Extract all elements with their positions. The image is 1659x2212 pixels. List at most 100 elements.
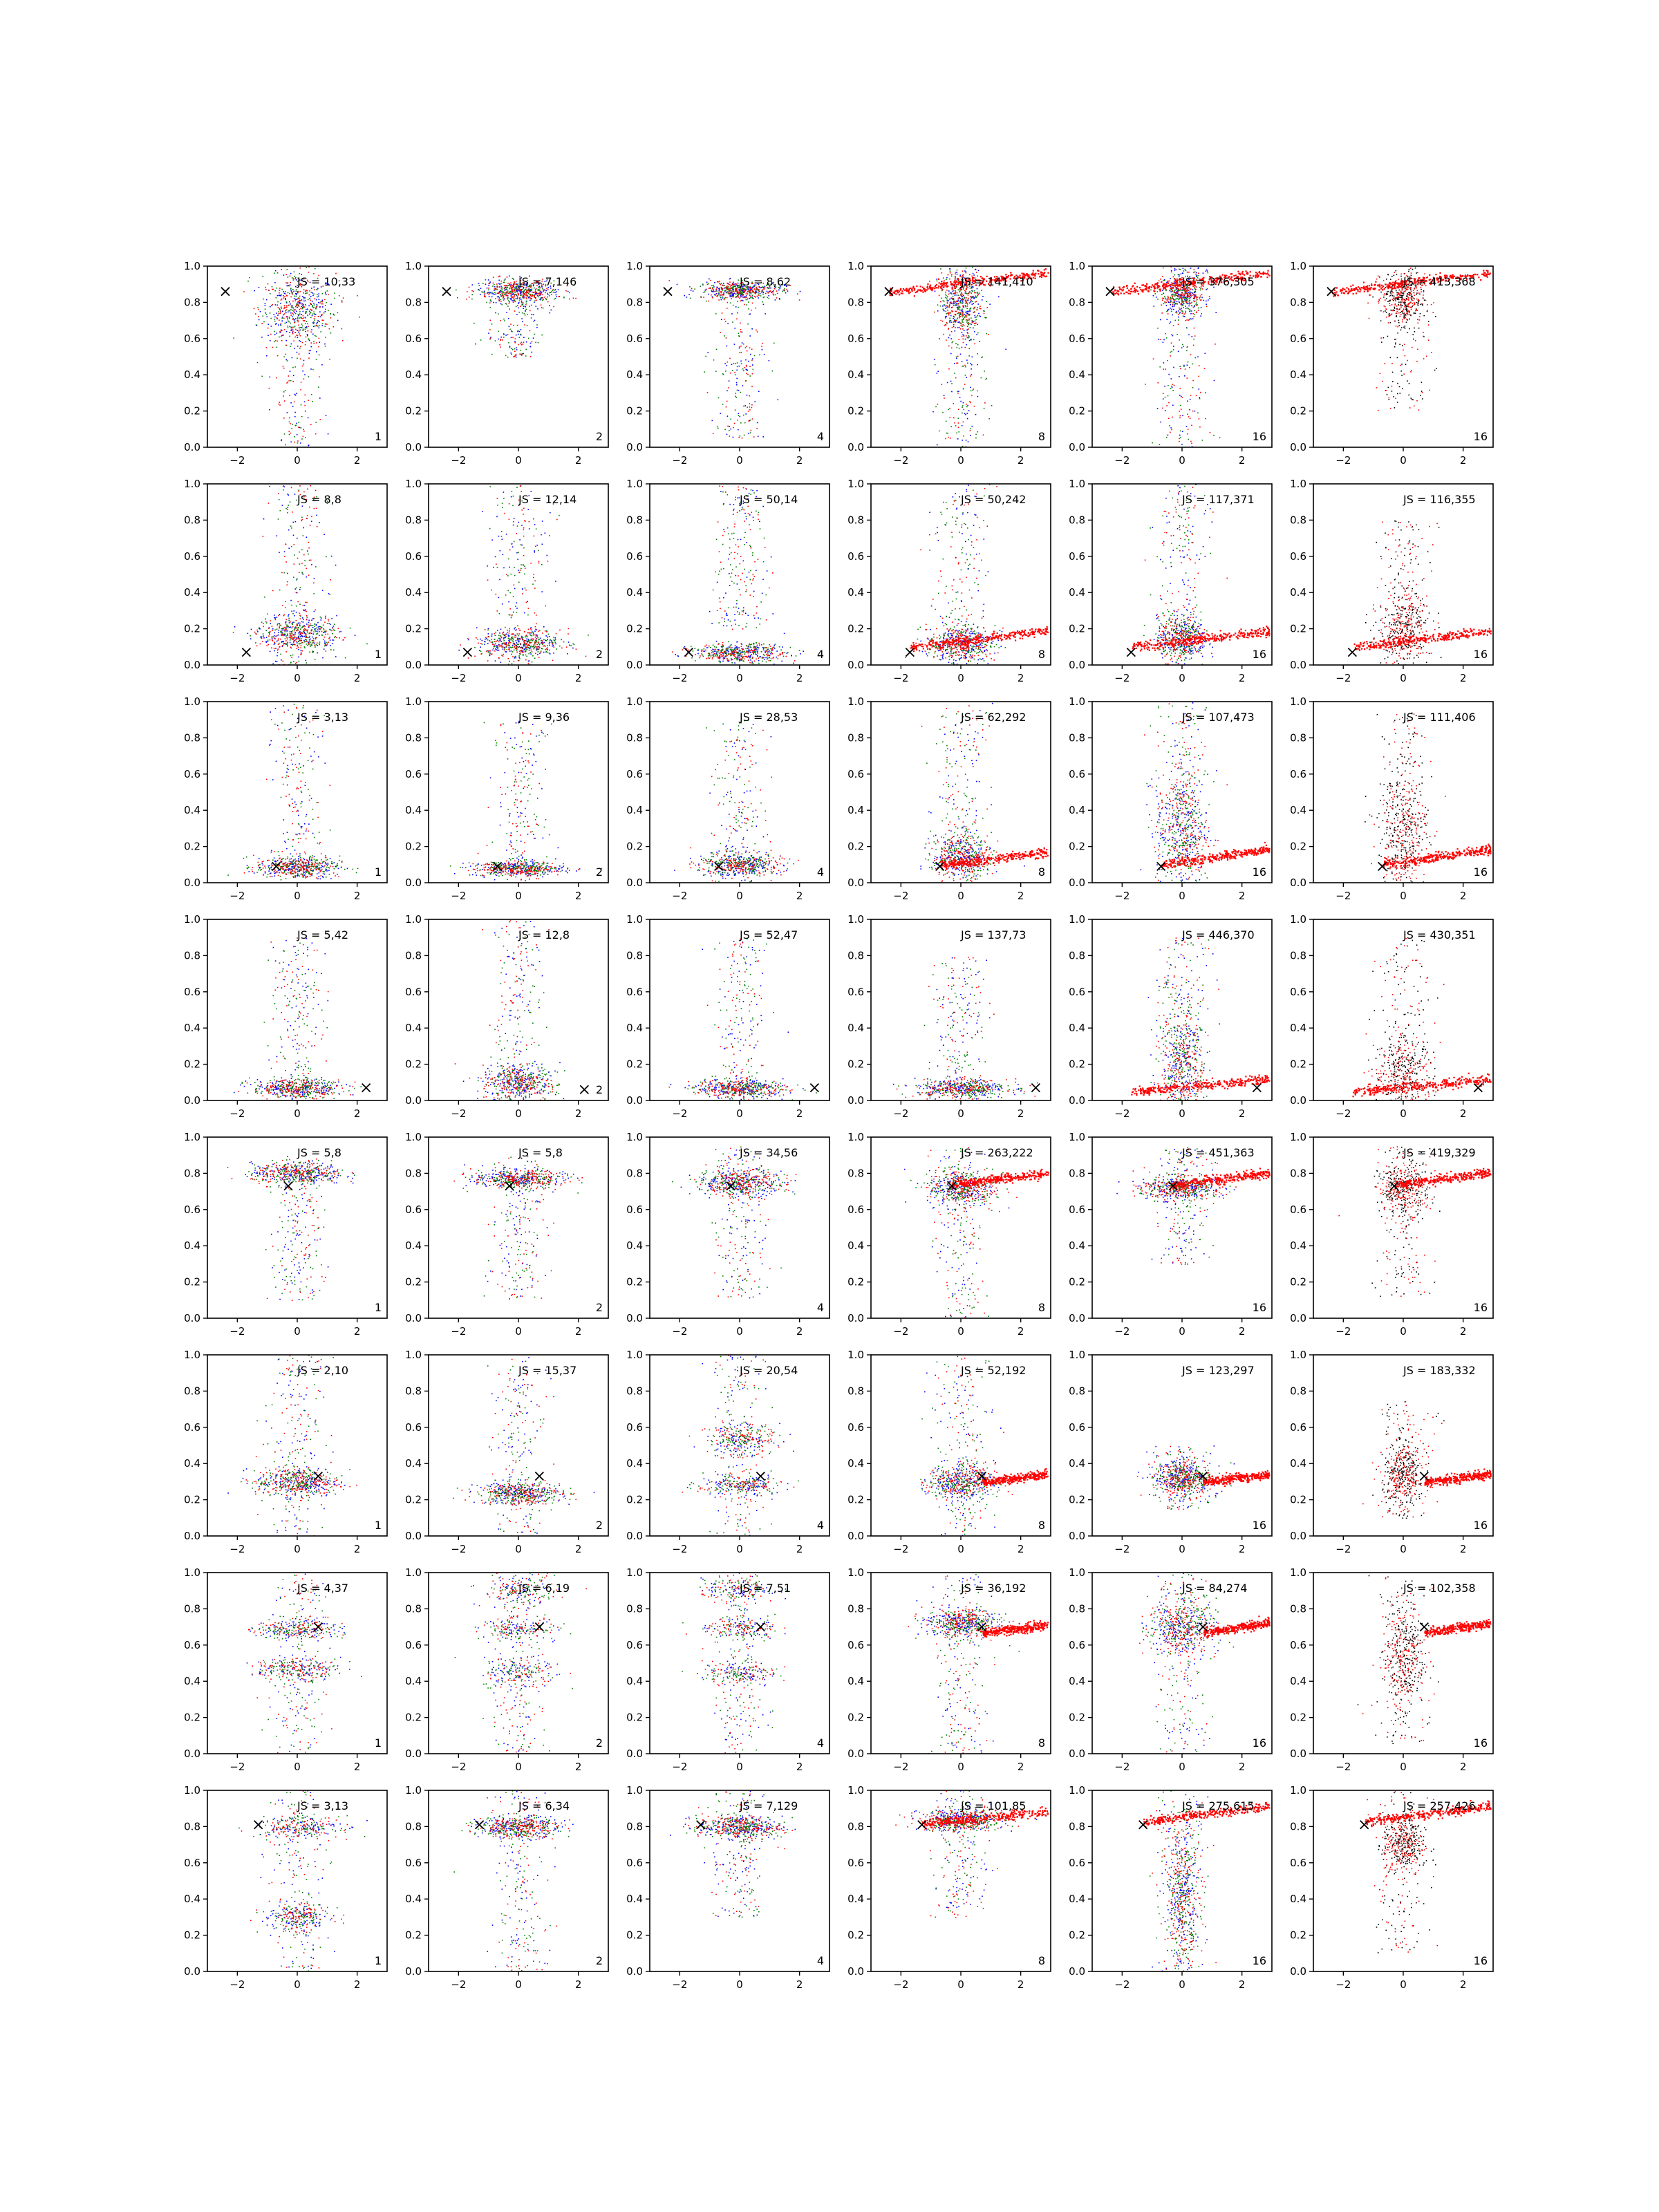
scatter-point — [304, 394, 306, 396]
scatter-point — [734, 285, 736, 286]
scatter-point — [1213, 286, 1215, 288]
scatter-point — [785, 292, 787, 294]
scatter-point — [922, 291, 924, 293]
scatter-point — [1190, 291, 1191, 293]
scatter-point — [1189, 309, 1191, 310]
scatter-point — [301, 308, 303, 310]
scatter-point — [970, 299, 972, 301]
scatter-point — [971, 321, 973, 323]
scatter-point — [751, 328, 753, 330]
scatter-point — [971, 297, 973, 298]
scatter-point — [994, 276, 996, 278]
scatter-point — [953, 403, 955, 404]
scatter-point — [960, 292, 962, 294]
scatter-point — [953, 303, 955, 305]
scatter-point — [281, 340, 283, 341]
scatter-point — [541, 285, 543, 288]
scatter-point — [961, 424, 963, 427]
scatter-point — [965, 306, 966, 308]
scatter-point — [547, 289, 549, 290]
scatter-point — [1000, 279, 1002, 281]
scatter-point — [1172, 384, 1174, 385]
scatter-point — [486, 287, 488, 289]
scatter-point — [744, 405, 746, 406]
scatter-point — [285, 321, 288, 324]
y-tick-label: 0.2 — [405, 405, 422, 418]
scatter-point — [1420, 286, 1422, 288]
scatter-point — [1396, 292, 1398, 294]
scatter-point — [1194, 291, 1195, 292]
scatter-point — [938, 282, 940, 284]
scatter-point — [280, 294, 282, 297]
scatter-point — [1167, 313, 1169, 315]
scatter-point — [531, 290, 532, 291]
scatter-point — [312, 400, 313, 402]
scatter-point — [299, 311, 301, 312]
scatter-point — [676, 283, 678, 285]
scatter-point — [954, 283, 956, 285]
scatter-point — [1398, 305, 1400, 306]
scatter-point — [1452, 275, 1454, 277]
scatter-point — [296, 305, 297, 306]
scatter-point — [1194, 306, 1195, 308]
scatter-point — [525, 306, 526, 308]
scatter-point — [283, 291, 284, 292]
scatter-point — [937, 287, 939, 289]
scatter-point — [1174, 290, 1175, 292]
scatter-point — [1399, 393, 1401, 394]
scatter-point — [1410, 289, 1412, 290]
scatter-point — [1347, 288, 1349, 290]
scatter-point — [715, 289, 717, 290]
scatter-point — [534, 301, 535, 303]
scatter-point — [488, 288, 489, 289]
scatter-point — [503, 281, 505, 283]
scatter-point — [542, 297, 544, 299]
scatter-point — [735, 393, 737, 394]
scatter-point — [1149, 285, 1151, 288]
scatter-point — [936, 279, 937, 280]
scatter-point — [733, 285, 735, 287]
scatter-point — [916, 285, 918, 288]
x-tick-label: 2 — [575, 454, 582, 467]
scatter-point — [740, 285, 741, 288]
scatter-point — [1402, 284, 1404, 286]
scatter-point — [1171, 293, 1173, 295]
scatter-point — [509, 293, 511, 294]
scatter-point — [525, 287, 527, 289]
scatter-point — [1177, 274, 1179, 276]
scatter-point — [960, 322, 962, 324]
scatter-point — [1237, 277, 1239, 280]
scatter-point — [287, 285, 289, 287]
scatter-point — [973, 274, 975, 276]
scatter-point — [1165, 337, 1168, 339]
scatter-point — [946, 301, 948, 303]
scatter-point — [976, 259, 977, 260]
scatter-point — [736, 290, 738, 292]
scatter-point — [948, 312, 950, 313]
scatter-point — [782, 289, 785, 291]
scatter-point — [973, 388, 974, 390]
scatter-point — [1404, 288, 1406, 290]
scatter-point — [1383, 305, 1385, 307]
scatter-point — [1040, 276, 1043, 279]
scatter-point — [514, 290, 516, 292]
scatter-point — [521, 285, 522, 288]
scatter-point — [948, 368, 950, 370]
scatter-point — [742, 290, 744, 291]
scatter-point — [705, 300, 707, 302]
scatter-point — [1238, 272, 1240, 274]
scatter-point — [974, 315, 976, 317]
scatter-point — [265, 312, 266, 314]
scatter-point — [290, 423, 291, 424]
scatter-point — [299, 273, 300, 274]
scatter-point — [1175, 294, 1177, 296]
scatter-point — [1186, 307, 1188, 309]
scatter-point — [745, 286, 747, 288]
scatter-point — [959, 314, 962, 315]
scatter-point — [1184, 299, 1186, 301]
scatter-point — [954, 422, 955, 424]
scatter-point — [719, 281, 720, 282]
scatter-point — [540, 299, 542, 301]
scatter-point — [1240, 279, 1242, 281]
sample-count-label: 2 — [596, 430, 603, 443]
